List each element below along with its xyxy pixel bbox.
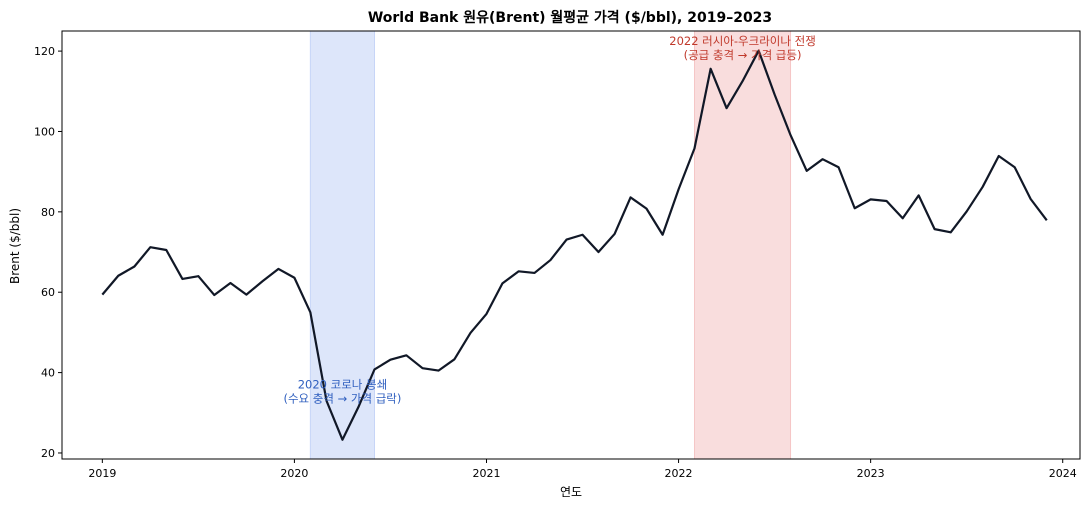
y-tick-label: 80 — [41, 206, 55, 219]
shaded-region-2 — [694, 30, 792, 460]
y-axis-label: Brent ($/bbl) — [8, 208, 22, 284]
y-tick-label: 120 — [34, 45, 55, 58]
x-tick-label: 2023 — [857, 467, 885, 480]
annotation-1: 2020 코로나 봉쇄 (수요 충격 → 가격 급락) — [283, 378, 401, 406]
plot-frame — [61, 30, 1081, 460]
x-tick-label: 2021 — [472, 467, 500, 480]
chart-title: World Bank 원유(Brent) 월평균 가격 ($/bbl), 201… — [368, 9, 772, 26]
y-tick-label: 20 — [41, 447, 55, 460]
x-tick-label: 2022 — [665, 467, 693, 480]
y-tick-label: 60 — [41, 286, 55, 299]
x-tick-label: 2024 — [1049, 467, 1077, 480]
y-tick-label: 40 — [41, 367, 55, 380]
annotations: 2020 코로나 봉쇄 (수요 충격 → 가격 급락) 2022 러시아-우크라이나… — [283, 34, 815, 406]
series-layer — [101, 49, 1048, 441]
series-line-1 — [101, 49, 1048, 441]
x-tick-label: 2019 — [88, 467, 116, 480]
y-tick-label: 100 — [34, 125, 55, 138]
y-axis: 20 40 60 80 100 120 — [34, 45, 62, 460]
shaded-region-1 — [309, 30, 376, 460]
x-axis: 2019 2020 2021 2022 2023 2024 — [88, 459, 1077, 480]
shaded-regions — [309, 30, 792, 460]
x-axis-label: 연도 — [560, 485, 582, 499]
x-tick-label: 2020 — [280, 467, 308, 480]
annotation-2: 2022 러시아-우크라이나 전쟁 (공급 충격 → 가격 급등) — [669, 34, 816, 62]
